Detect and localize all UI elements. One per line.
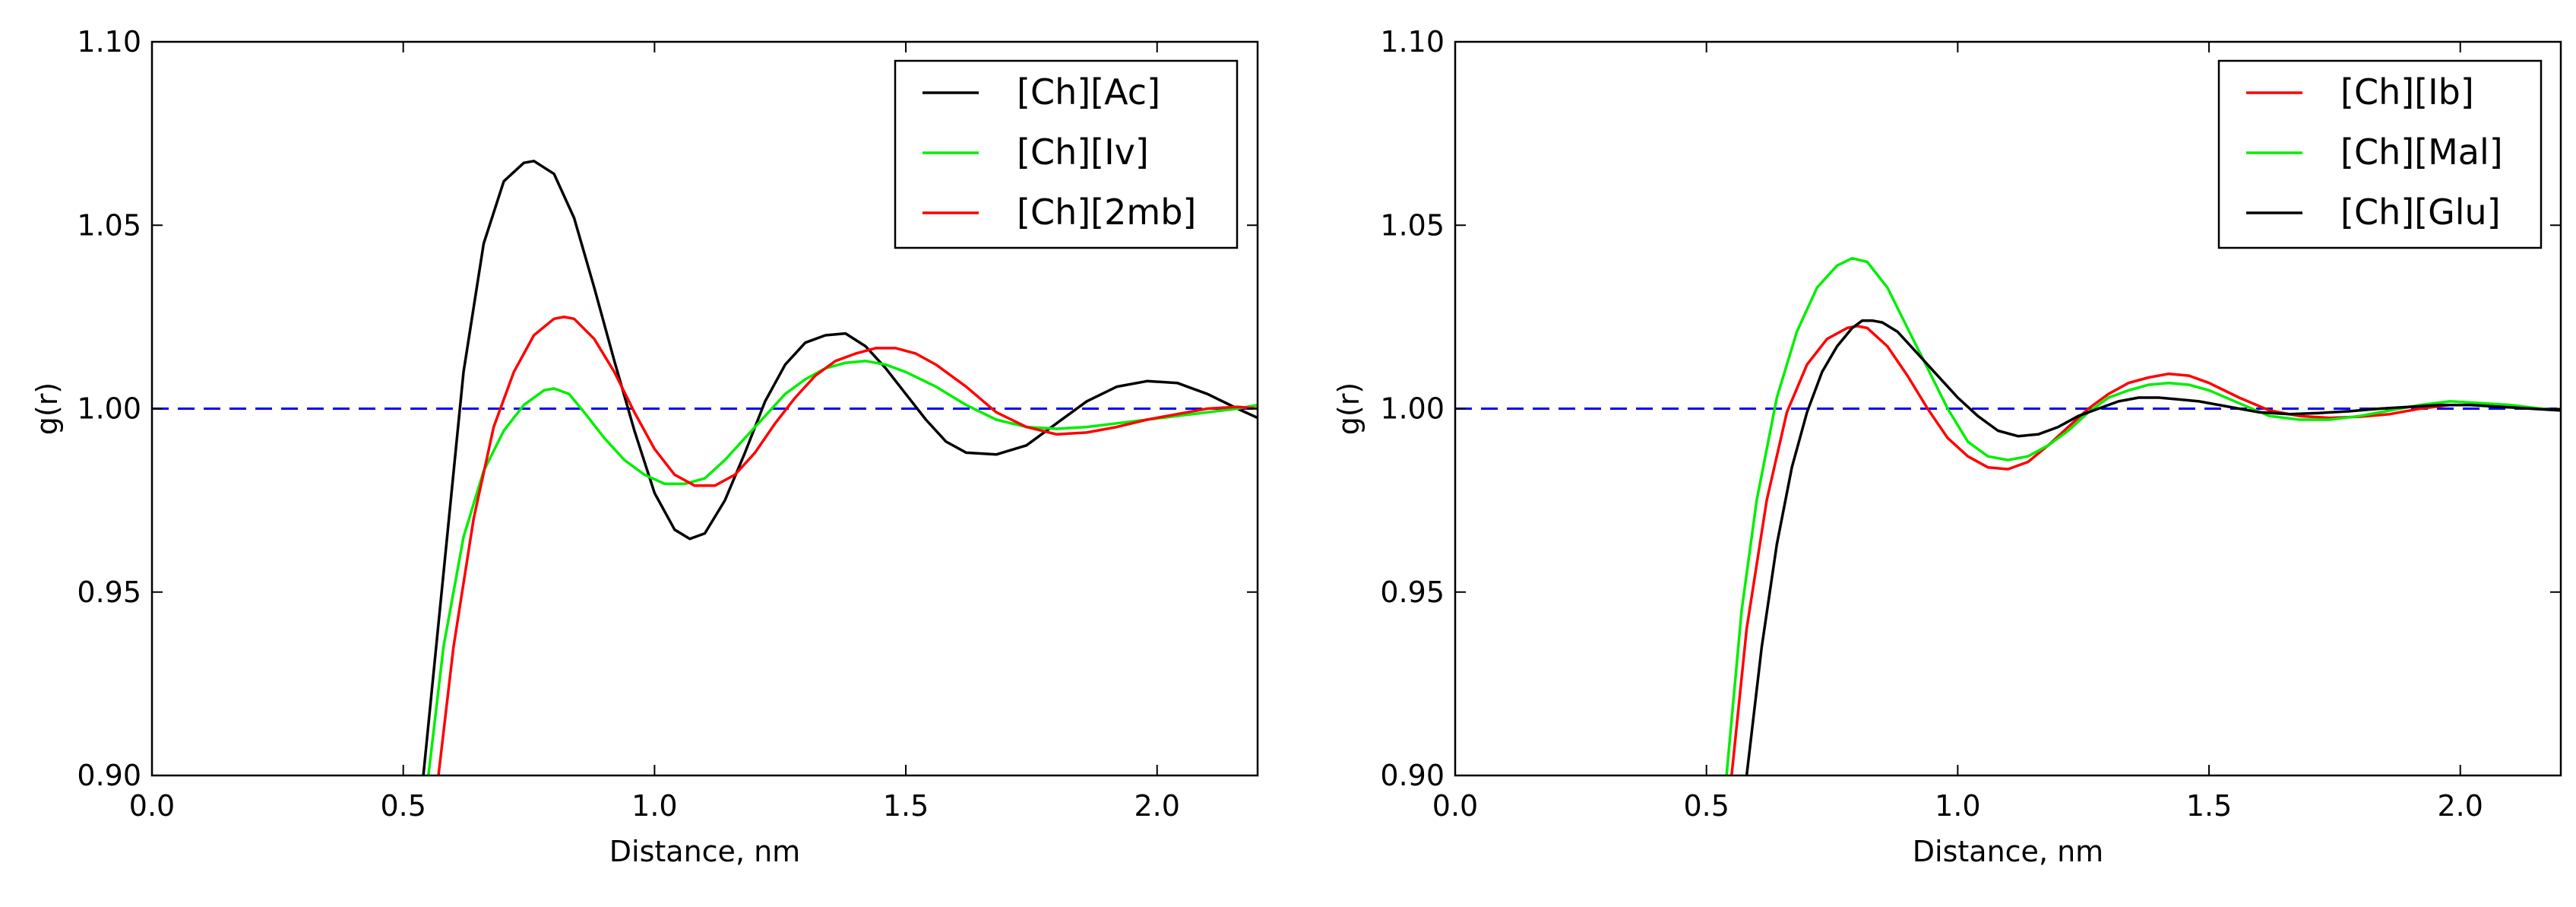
x-tick-label-left: 0.0 [129, 789, 175, 823]
chart-left: 0.0 0.5 1.0 1.5 2.0 0.90 0.95 1.00 1.05 1.10 Dist… [30, 25, 1259, 868]
x-axis-label-left: Distance, nm [609, 835, 800, 868]
y-tick-label-right: 1.05 [1380, 208, 1445, 242]
series-line-ch-mal [1725, 256, 2561, 775]
y-tick-label-left: 1.00 [77, 392, 141, 426]
series-line-ch-glu [1745, 319, 2561, 775]
legend-label-ch-iv: [Ch][Iv] [1017, 132, 1149, 173]
series-line-ch-2mb [437, 316, 1258, 775]
legend-label-ch-2mb: [Ch][2mb] [1017, 192, 1196, 233]
legend-label-ch-mal: [Ch][Mal] [2340, 132, 2503, 173]
y-tick-label-left: 1.10 [77, 25, 141, 59]
plot-area-left [152, 160, 1258, 775]
y-tick-label-left: 0.90 [77, 759, 141, 792]
y-tick-label-left: 0.95 [77, 576, 141, 609]
y-axis-label-left: g(r) [30, 382, 64, 435]
chart-right: 0.0 0.5 1.0 1.5 2.0 0.90 0.95 1.00 1.05 1.10 Dist… [1332, 25, 2562, 868]
legend-left: [Ch][Ac] [Ch][Iv] [Ch][2mb] [894, 59, 1239, 249]
y-tick-label-right: 0.90 [1380, 759, 1445, 792]
x-axis-label-right: Distance, nm [1913, 835, 2103, 868]
series-line-ch-ib [1730, 325, 2561, 775]
plot-area-right [1455, 256, 2561, 775]
x-tick-label-left: 1.5 [883, 789, 929, 823]
y-axis-label-right: g(r) [1332, 382, 1366, 435]
series-line-ch-ac [422, 160, 1258, 775]
legend-label-ch-ac: [Ch][Ac] [1017, 71, 1160, 113]
series-line-ch-iv [427, 360, 1258, 775]
legend-label-ch-glu: [Ch][Glu] [2340, 192, 2501, 233]
y-tick-label-right: 0.95 [1380, 576, 1445, 609]
ticks-left: 0.0 0.5 1.0 1.5 2.0 0.90 0.95 1.00 1.05 1.10 [77, 25, 1258, 823]
x-tick-label-left: 1.0 [631, 789, 677, 823]
y-tick-label-right: 1.10 [1380, 25, 1445, 59]
legend-right: [Ch][Ib] [Ch][Mal] [Ch][Glu] [2217, 59, 2543, 249]
x-tick-label-right: 0.5 [1683, 789, 1729, 823]
x-tick-label-left: 2.0 [1135, 789, 1180, 823]
x-tick-label-right: 0.0 [1432, 789, 1478, 823]
legend-label-ch-ib: [Ch][Ib] [2340, 71, 2474, 113]
x-tick-label-right: 1.5 [2186, 789, 2232, 823]
x-tick-label-left: 0.5 [380, 789, 426, 823]
y-tick-label-left: 1.05 [77, 208, 141, 242]
ticks-right: 0.0 0.5 1.0 1.5 2.0 0.90 0.95 1.00 1.05 1.10 [1380, 25, 2561, 823]
x-tick-label-right: 2.0 [2438, 789, 2483, 823]
y-tick-label-right: 1.00 [1380, 392, 1445, 426]
x-tick-label-right: 1.0 [1935, 789, 1980, 823]
